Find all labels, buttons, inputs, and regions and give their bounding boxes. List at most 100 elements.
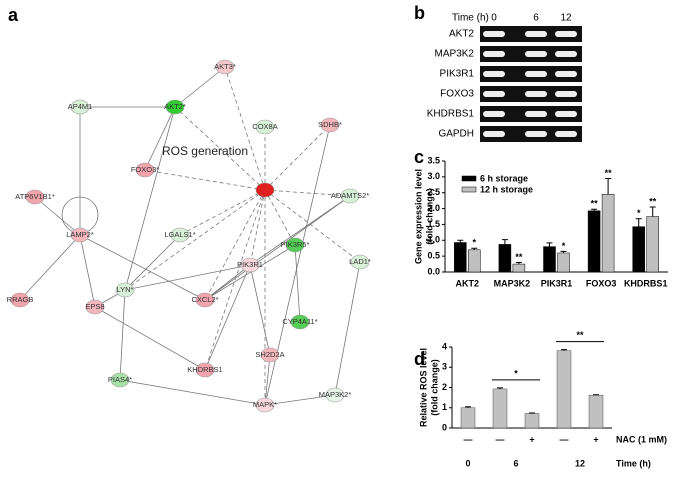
legend-label: 12 h storage [480, 184, 533, 194]
edge [144, 106, 176, 171]
edge [204, 244, 296, 301]
gel-band [525, 91, 547, 97]
edge [79, 234, 96, 308]
y-tick-label: 4 [442, 341, 447, 351]
edge [124, 106, 176, 291]
significance: * [514, 368, 518, 378]
x-tick-label: — [560, 434, 569, 444]
y-tick-label: 3 [442, 362, 447, 372]
gel-band [483, 91, 505, 97]
error-bar [591, 208, 598, 211]
panel-label: c [414, 147, 424, 167]
edge [79, 234, 206, 301]
bar [587, 210, 601, 273]
edge [174, 66, 226, 108]
panel-label: d [414, 349, 425, 369]
x-tick-label: MAP3K2 [494, 278, 531, 288]
y-tick-label: 3.5 [427, 155, 440, 165]
bar [454, 242, 467, 273]
gel-time-title: Time (h) [452, 13, 489, 24]
gel-band [483, 31, 505, 37]
node-label: LGALS1* [164, 230, 195, 239]
edge [124, 234, 181, 291]
node [170, 227, 190, 243]
error-bar [649, 206, 656, 217]
bar [588, 394, 604, 429]
node [70, 227, 90, 243]
edge-dashed [249, 189, 266, 266]
gel-band [555, 91, 577, 97]
edge-dashed [179, 189, 266, 236]
edge [264, 394, 336, 406]
node-label: LYN* [117, 285, 134, 294]
edge-dashed [124, 189, 266, 291]
edge-dashed [264, 189, 296, 246]
y-tick-label: 2.5 [427, 187, 440, 197]
significance: ** [605, 168, 613, 178]
edge-dashed [264, 124, 331, 191]
gel-band [483, 51, 505, 57]
node-label: LAD1* [349, 257, 371, 266]
node [10, 292, 30, 308]
node-label: PIK3R5* [281, 240, 310, 249]
edge-dashed [264, 189, 351, 197]
edge [19, 234, 81, 301]
y-tick-label: 1.5 [427, 219, 440, 229]
x-tick-label: + [529, 434, 534, 444]
gel-band [483, 111, 505, 117]
gel-band [555, 31, 577, 37]
significance: ** [591, 199, 599, 209]
gel-band [525, 131, 547, 137]
y-tick-label: 1.0 [427, 235, 440, 245]
gel-gene: MAP3K2 [435, 49, 475, 60]
group-axis-title: Time (h) [616, 458, 651, 468]
edge [119, 379, 266, 406]
gel-gene: KHDRBS1 [427, 109, 475, 120]
panel-label: b [414, 3, 425, 23]
significance: ** [515, 252, 523, 262]
node-label: AP4M1 [68, 102, 93, 111]
gel-time: 12 [560, 13, 572, 24]
network-title: ROS generation [162, 144, 248, 158]
bar [460, 407, 476, 429]
edge [264, 124, 331, 406]
node-label: LAMP2* [66, 230, 94, 239]
node [195, 292, 215, 308]
bar [512, 263, 526, 273]
edge [249, 264, 271, 356]
y-tick-label: 0.5 [427, 251, 440, 261]
node-label: MAP3K2* [319, 390, 352, 399]
node-label: EPS8 [85, 302, 104, 311]
edge-dashed [204, 189, 266, 301]
node-label: PIAS4* [108, 375, 132, 384]
error-bar [561, 349, 567, 351]
edge [34, 196, 81, 236]
edge [204, 264, 251, 371]
gel-gene: AKT2 [449, 29, 474, 40]
node [340, 188, 360, 204]
node-label: AKT2* [164, 102, 186, 111]
significance: ** [649, 196, 657, 206]
node-label: AKT3* [214, 62, 236, 71]
edge [294, 244, 301, 323]
bar [543, 246, 556, 273]
node [255, 119, 275, 135]
edge-dashed [264, 189, 361, 263]
edge [119, 289, 126, 381]
y-axis-label: (fold change) [429, 359, 439, 416]
bar [646, 216, 659, 273]
legend-label: 6 h storage [480, 173, 528, 183]
gel-band [555, 131, 577, 137]
gel-band [555, 111, 577, 117]
gel-band [525, 51, 547, 57]
edge [249, 195, 351, 266]
y-tick-label: 0 [442, 422, 447, 432]
error-bar [465, 406, 471, 408]
node-label: ATP6V1B1* [15, 192, 55, 201]
node-label: RRAGB [7, 295, 34, 304]
node [350, 254, 370, 270]
x-tick-label: PIK3R1 [541, 278, 573, 288]
legend-swatch [461, 175, 477, 182]
edge [94, 306, 206, 371]
gel-band [525, 71, 547, 77]
